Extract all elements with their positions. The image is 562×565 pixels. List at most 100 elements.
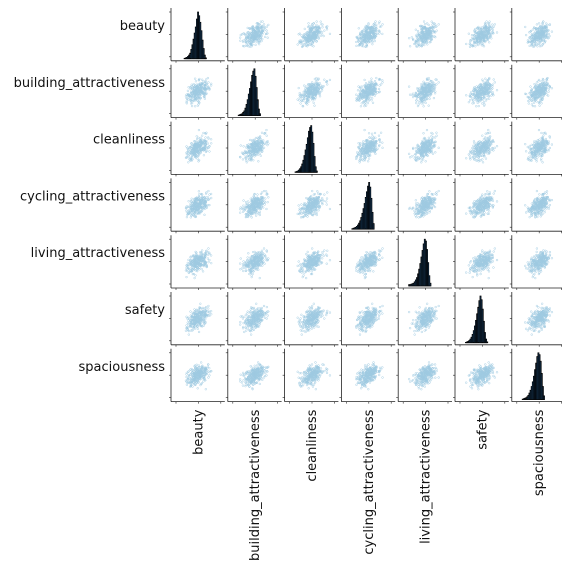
scatter-point <box>481 102 484 105</box>
scatter-point <box>311 41 314 44</box>
scatter-point <box>258 31 261 34</box>
panel-cleanliness-vs-cycling_attractiveness <box>339 121 396 177</box>
scatter-point <box>244 34 248 37</box>
scatter-point <box>433 136 437 139</box>
scatter-point <box>255 32 259 36</box>
scatter-point <box>298 92 301 95</box>
scatter-point <box>381 32 384 36</box>
scatter-point <box>305 31 309 34</box>
scatter-points-beauty-vs-safety <box>465 20 499 48</box>
scatter-point <box>260 131 264 134</box>
scatter-point <box>482 45 486 48</box>
scatter-point <box>358 34 361 37</box>
scatter-point <box>307 22 310 25</box>
scatter-point <box>194 80 198 83</box>
scatter-point <box>414 146 417 150</box>
scatter-point <box>313 31 316 34</box>
scatter-point <box>357 142 360 145</box>
scatter-point <box>357 85 360 88</box>
scatter-point <box>524 33 528 37</box>
scatter-point <box>372 27 375 31</box>
scatter-point <box>355 40 358 44</box>
scatter-point <box>434 151 437 154</box>
scatter-point <box>242 145 245 148</box>
scatter-point <box>321 23 324 26</box>
scatter-point <box>257 36 260 40</box>
scatter-point <box>242 39 245 42</box>
scatter-point <box>246 41 249 44</box>
scatter-point <box>311 81 314 84</box>
scatter-point <box>414 28 417 31</box>
scatter-point <box>252 39 256 42</box>
scatter-point <box>377 87 381 91</box>
scatter-point <box>491 23 494 26</box>
panel-building_attractiveness-vs-cleanliness <box>282 64 339 120</box>
scatter-point <box>244 40 247 43</box>
scatter-point <box>422 80 425 83</box>
scatter-point <box>373 26 376 29</box>
scatter-point <box>255 38 258 41</box>
scatter-point <box>363 128 366 132</box>
scatter-point <box>366 102 369 105</box>
scatter-points-beauty-vs-building_attractiveness <box>239 20 270 48</box>
scatter-point <box>375 23 378 27</box>
hist-bar-beauty-18 <box>203 54 206 60</box>
scatter-point <box>322 34 325 38</box>
scatter-point <box>540 80 543 83</box>
scatter-point <box>197 128 201 132</box>
scatter-point <box>422 132 425 135</box>
scatter-point <box>190 104 194 108</box>
scatter-point <box>297 86 300 90</box>
scatter-point <box>371 101 375 104</box>
scatter-point <box>190 83 193 86</box>
scatter-point <box>377 134 381 137</box>
scatter-point <box>210 142 213 145</box>
scatter-point <box>314 38 317 41</box>
scatter-point <box>536 45 539 48</box>
scatter-point <box>467 32 470 35</box>
scatter-point <box>413 154 416 157</box>
scatter-point <box>379 131 383 134</box>
scatter-point <box>407 85 411 88</box>
scatter-point <box>267 142 270 145</box>
scatter-point <box>408 45 412 48</box>
scatter-point <box>435 131 438 134</box>
scatter-point <box>379 25 383 28</box>
scatter-point <box>241 44 245 48</box>
scatter-point <box>355 93 358 96</box>
scatter-point <box>378 20 381 23</box>
scatter-point <box>371 135 374 138</box>
scatter-point <box>304 36 307 40</box>
scatter-point <box>251 38 254 42</box>
scatter-point <box>370 99 373 102</box>
scatter-point <box>314 80 318 83</box>
scatter-point <box>432 96 436 100</box>
scatter-point <box>254 25 258 28</box>
scatter-point <box>241 158 245 161</box>
scatter-point <box>537 22 541 25</box>
scatter-point <box>308 43 311 46</box>
scatter-point <box>426 43 429 46</box>
scatter-point <box>257 29 261 32</box>
scatter-point <box>371 34 374 38</box>
scatter-point <box>207 81 210 84</box>
panel-cleanliness-vs-beauty <box>169 121 225 177</box>
scatter-point <box>263 25 266 29</box>
scatter-point <box>485 94 489 97</box>
scatter-points-building_attractiveness-vs-living_attractiveness <box>407 76 440 108</box>
scatter-point <box>239 36 242 39</box>
scatter-point <box>533 105 537 108</box>
scatter-point <box>254 30 257 33</box>
scatter-point <box>257 160 260 163</box>
scatter-point <box>375 76 378 80</box>
scatter-point <box>369 95 372 99</box>
scatter-point <box>381 141 384 144</box>
scatter-point <box>241 40 245 43</box>
scatter-point <box>547 90 550 93</box>
scatter-point <box>201 134 204 137</box>
scatter-point <box>305 39 308 42</box>
scatter-point <box>437 81 440 84</box>
scatter-point <box>263 26 266 29</box>
scatter-point <box>475 105 478 108</box>
scatter-point <box>250 36 253 40</box>
